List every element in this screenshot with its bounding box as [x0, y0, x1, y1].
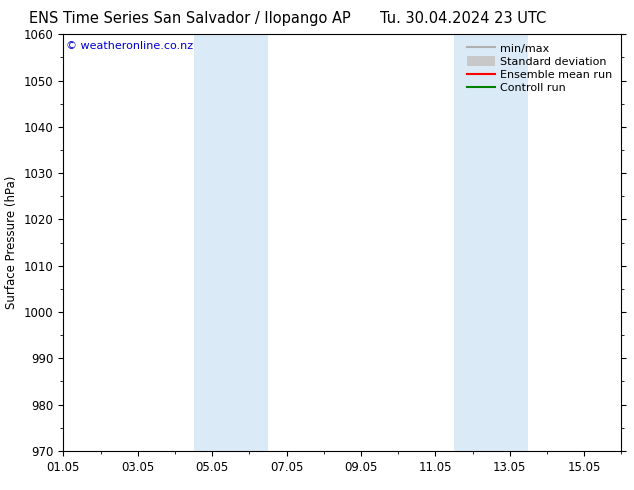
Text: ENS Time Series San Salvador / Ilopango AP: ENS Time Series San Salvador / Ilopango … [29, 11, 351, 26]
Bar [193, 34, 268, 451]
Text: Tu. 30.04.2024 23 UTC: Tu. 30.04.2024 23 UTC [380, 11, 546, 26]
Legend: min/max, Standard deviation, Ensemble mean run, Controll run: min/max, Standard deviation, Ensemble me… [463, 40, 616, 97]
Text: © weatheronline.co.nz: © weatheronline.co.nz [66, 41, 193, 50]
Y-axis label: Surface Pressure (hPa): Surface Pressure (hPa) [5, 176, 18, 309]
Bar [454, 34, 528, 451]
